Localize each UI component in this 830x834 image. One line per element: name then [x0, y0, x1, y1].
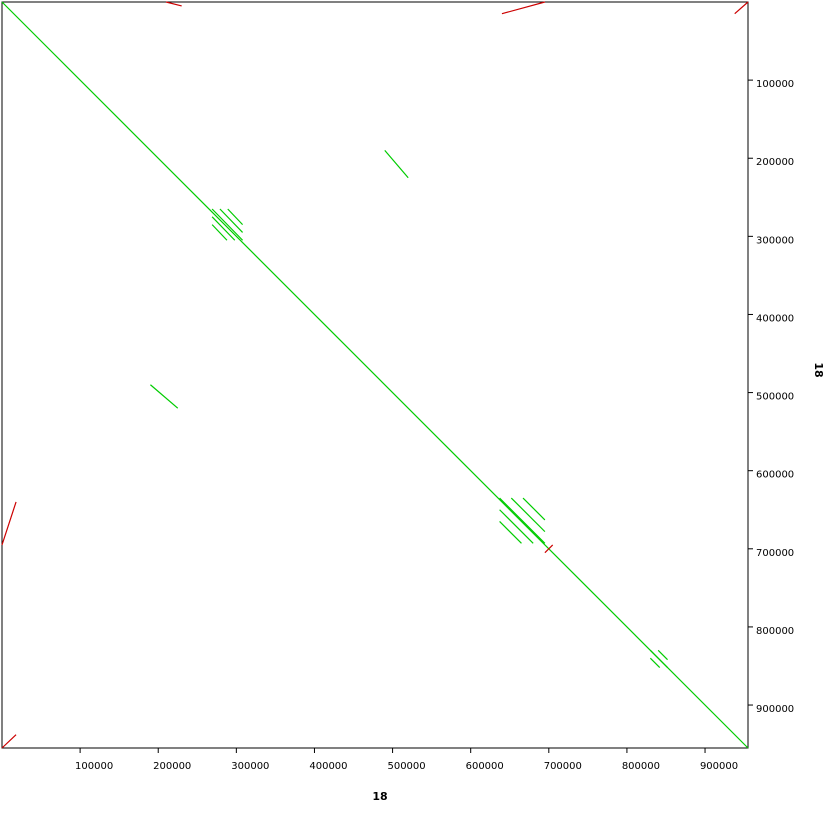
alignment-segment [657, 649, 668, 661]
x-tick-label: 300000 [231, 761, 269, 772]
alignment-segment [211, 208, 244, 241]
alignment-segment [1, 501, 17, 546]
alignment-segment [227, 208, 244, 226]
alignment-segment [384, 150, 409, 179]
y-tick-label: 200000 [756, 157, 794, 168]
alignment-segment [522, 497, 546, 521]
x-tick-label: 700000 [544, 761, 582, 772]
alignment-segment [211, 224, 228, 241]
plot-frame [1, 1, 749, 749]
x-tick-label: 500000 [387, 761, 425, 772]
alignment-segment [649, 649, 668, 668]
y-tick-label: 600000 [756, 470, 794, 481]
y-tick-label: 900000 [756, 704, 794, 715]
alignment-segment [510, 497, 546, 533]
x-tick-label: 800000 [622, 761, 660, 772]
x-tick-label: 100000 [75, 761, 113, 772]
alignment-segment [1, 734, 17, 749]
alignment-segment [544, 544, 554, 554]
alignment-segment [211, 216, 236, 241]
y-tick-label: 400000 [756, 313, 794, 324]
y-tick-label: 700000 [756, 548, 794, 559]
alignment-segment [501, 1, 546, 15]
x-tick-label: 900000 [700, 761, 738, 772]
y-tick-label: 300000 [756, 235, 794, 246]
alignment-segment [499, 521, 522, 544]
alignment-segment [734, 1, 749, 15]
x-tick-label: 600000 [466, 761, 504, 772]
y-tick-label: 800000 [756, 626, 794, 637]
alignment-segment [499, 497, 546, 544]
x-axis-label: 18 [372, 790, 387, 803]
y-axis-label: 18 [812, 362, 825, 377]
alignment-segment [219, 208, 244, 233]
alignment-segment [150, 384, 179, 409]
alignment-segment [165, 1, 182, 7]
y-tick-label: 100000 [756, 79, 794, 90]
y-tick-label: 500000 [756, 392, 794, 403]
alignment-segment [1, 1, 749, 749]
alignment-segment [649, 657, 661, 668]
x-tick-label: 400000 [309, 761, 347, 772]
x-tick-label: 200000 [153, 761, 191, 772]
alignment-segment [499, 509, 534, 544]
